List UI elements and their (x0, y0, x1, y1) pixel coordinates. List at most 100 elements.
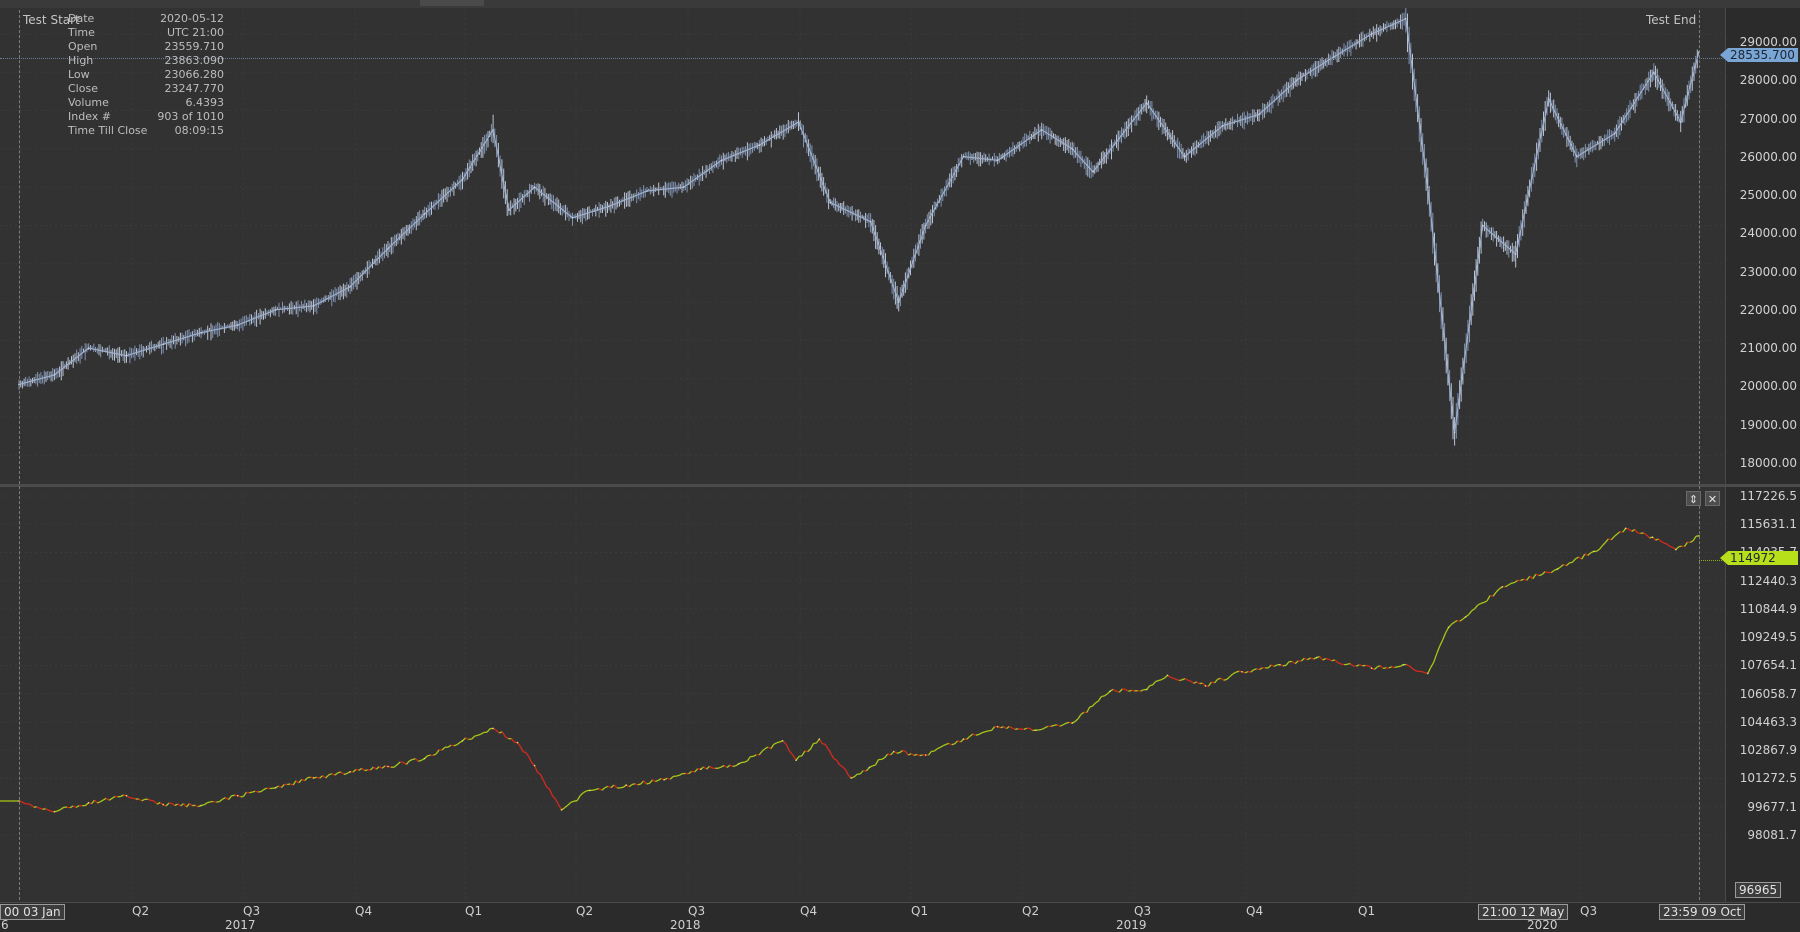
equity-segment (1006, 727, 1009, 729)
equity-segment (1268, 665, 1271, 668)
equity-axis-tick: 106058.7 (1740, 687, 1797, 701)
equity-point (462, 740, 464, 742)
equity-segment (1656, 539, 1659, 540)
info-key: Open (68, 40, 97, 53)
equity-segment (730, 765, 733, 766)
panel-close-button[interactable]: ✕ (1705, 491, 1720, 506)
equity-segment (1573, 559, 1576, 563)
equity-point (1146, 689, 1148, 691)
time-axis[interactable]: 6 00 03 Jan Q2 Q3 Q4 Q1 Q2 Q3 Q4 Q1 Q2 Q… (0, 902, 1800, 932)
price-axis[interactable]: 29000.00 28000.00 27000.00 26000.00 2500… (1725, 8, 1800, 484)
equity-segment (692, 771, 695, 772)
price-axis-tick: 24000.00 (1740, 226, 1797, 240)
equity-axis-tick: 99677.1 (1747, 800, 1797, 814)
equity-segment (1341, 664, 1344, 665)
equity-chart-panel[interactable] (0, 487, 1725, 902)
equity-segment (1377, 666, 1380, 667)
equity-segment (842, 767, 845, 770)
equity-segment (1600, 545, 1603, 549)
equity-segment (264, 788, 267, 789)
equity-segment (323, 776, 326, 778)
equity-segment (747, 757, 750, 761)
equity-segment (1603, 542, 1606, 545)
equity-segment (854, 774, 857, 777)
equity-segment (1009, 727, 1012, 728)
equity-segment (1679, 546, 1682, 547)
price-point (1371, 33, 1373, 35)
equity-segment (802, 751, 805, 756)
info-value: 903 of 1010 (157, 110, 224, 123)
equity-segment (704, 767, 707, 769)
equity-segment (344, 773, 347, 774)
equity-segment (982, 732, 985, 733)
equity-segment (822, 744, 825, 745)
price-point (759, 144, 761, 146)
equity-segment (1332, 660, 1335, 661)
equity-segment (112, 797, 115, 799)
equity-segment (133, 798, 136, 799)
equity-segment (97, 802, 100, 803)
equity-segment (574, 801, 577, 802)
equity-segment (520, 747, 523, 752)
equity-segment (332, 774, 335, 775)
price-point (925, 225, 927, 227)
equity-segment (76, 806, 79, 808)
equity-axis-tick: 110844.9 (1740, 602, 1797, 616)
equity-segment (1004, 727, 1007, 729)
price-axis-tick: 23000.00 (1740, 265, 1797, 279)
equity-segment (103, 798, 106, 800)
price-point (200, 332, 202, 334)
equity-segment (1215, 679, 1218, 683)
panel-resize-button[interactable]: ⇕ (1686, 491, 1701, 506)
equity-segment (1015, 729, 1018, 730)
equity-segment (1081, 712, 1084, 714)
top-tab[interactable] (420, 0, 484, 6)
equity-segment (1451, 622, 1454, 624)
equity-segment (1487, 596, 1490, 601)
equity-segment (1658, 539, 1661, 542)
equity-axis-tick: 112440.3 (1740, 574, 1797, 588)
equity-segment (985, 731, 988, 732)
equity-segment (58, 809, 61, 811)
price-point (492, 129, 494, 131)
equity-segment (1475, 605, 1478, 609)
equity-segment (169, 803, 172, 804)
equity-segment (917, 754, 920, 755)
equity-segment (1496, 589, 1499, 592)
equity-segment (976, 734, 979, 735)
info-key: Index # (68, 110, 111, 123)
equity-segment (442, 747, 445, 750)
price-point (572, 217, 574, 219)
equity-segment (679, 774, 682, 776)
equity-segment (580, 793, 583, 796)
price-axis-tick: 27000.00 (1740, 112, 1797, 126)
year-label: 2020 (1527, 918, 1558, 932)
equity-segment (727, 765, 730, 767)
equity-segment (1395, 667, 1398, 668)
equity-segment (244, 792, 247, 796)
equity-segment (106, 798, 109, 800)
equity-segment (647, 783, 650, 784)
equity-point (1071, 722, 1073, 724)
equity-axis[interactable]: 117226.5 115631.1 114035.7 112440.3 1108… (1725, 487, 1800, 902)
equity-segment (28, 804, 31, 805)
equity-segment (1478, 603, 1481, 605)
equity-segment (475, 735, 478, 736)
equity-segment (1326, 659, 1329, 660)
price-chart-panel[interactable] (0, 8, 1725, 484)
equity-point (1279, 664, 1281, 666)
equity-segment (1440, 640, 1443, 646)
equity-segment (1521, 579, 1524, 580)
equity-segment (571, 801, 574, 802)
equity-segment (774, 743, 777, 745)
equity-segment (281, 784, 284, 787)
equity-segment (888, 754, 891, 755)
equity-segment (1661, 542, 1664, 544)
equity-segment (1024, 728, 1027, 729)
quarter-label: Q1 (465, 904, 482, 918)
equity-segment (1545, 572, 1548, 573)
equity-segment (1286, 662, 1289, 666)
equity-segment (1125, 689, 1128, 691)
equity-segment (952, 744, 955, 745)
